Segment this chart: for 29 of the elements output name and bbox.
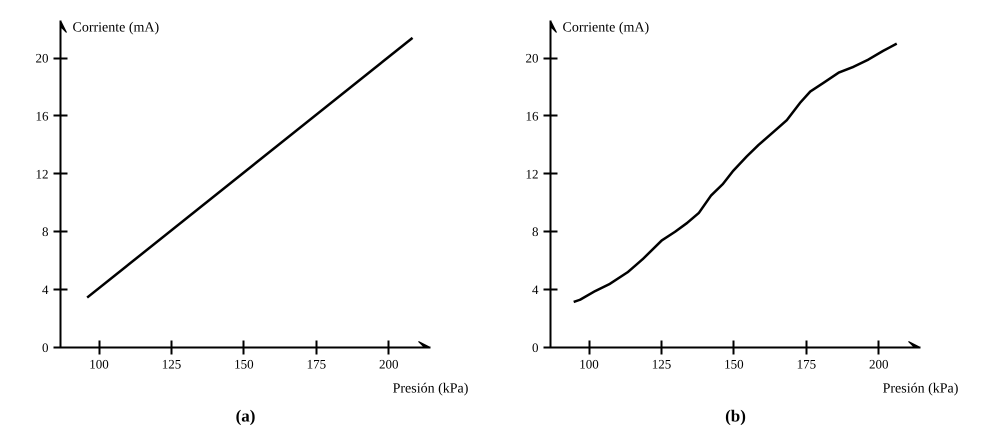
y-axis-title: Corriente (mA) <box>72 20 160 36</box>
x-tick-label: 125 <box>652 356 672 372</box>
y-axis-title: Corriente (mA) <box>562 20 650 36</box>
y-tick-label: 4 <box>42 282 49 298</box>
x-tick-label: 100 <box>89 356 109 372</box>
y-tick-label: 12 <box>526 166 538 182</box>
x-tick-label: 175 <box>796 356 816 372</box>
y-tick-label: 8 <box>532 224 538 240</box>
x-axis-title: Presión (kPa) <box>882 382 959 396</box>
text: (a) <box>236 406 256 426</box>
x-tick-label: 150 <box>234 356 254 372</box>
y-tick-label: 20 <box>36 50 48 66</box>
x-tick-label: 200 <box>869 356 889 372</box>
x-tick-label: 125 <box>162 356 182 372</box>
y-tick-label: 0 <box>532 340 538 355</box>
y-tick-label: 12 <box>36 166 48 182</box>
x-tick-label: 175 <box>306 356 326 372</box>
x-tick-label: 100 <box>579 356 599 372</box>
y-tick-label: 20 <box>526 50 538 66</box>
x-axis-title: Presión (kPa) <box>392 382 469 396</box>
y-tick-label: 16 <box>36 108 49 124</box>
text: (b) <box>725 406 746 426</box>
x-tick-label: 200 <box>379 356 399 372</box>
line-series <box>572 42 898 304</box>
y-tick-label: 8 <box>42 224 48 240</box>
y-tick-label: 16 <box>526 108 539 124</box>
y-tick-label: 4 <box>532 282 539 298</box>
y-tick-label: 0 <box>42 340 48 355</box>
x-tick-label: 150 <box>724 356 744 372</box>
